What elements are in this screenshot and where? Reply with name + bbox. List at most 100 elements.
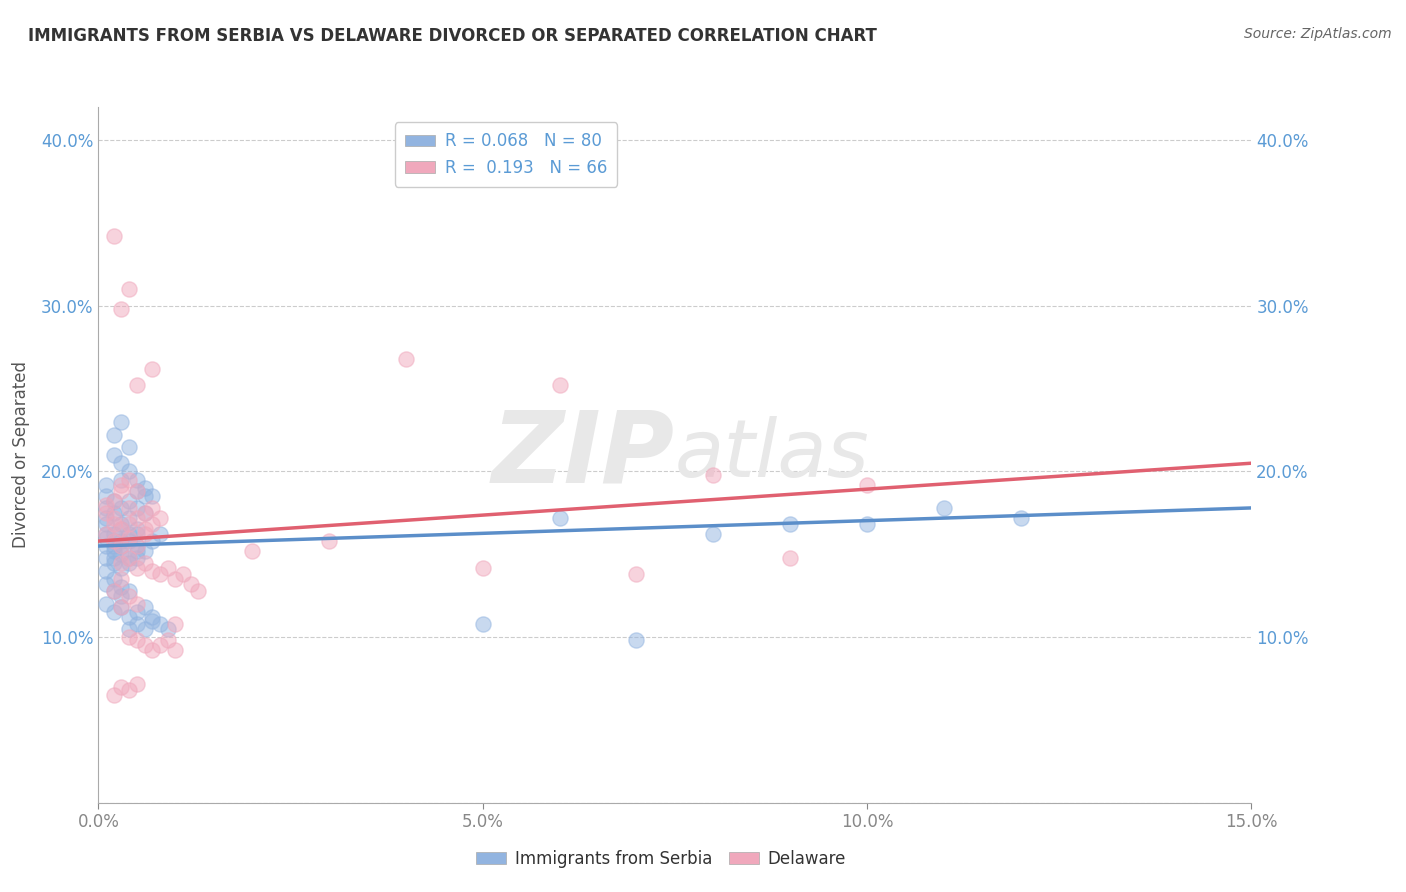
Point <box>318 534 340 549</box>
Point <box>125 511 148 525</box>
Point <box>103 448 125 462</box>
Point <box>125 473 148 487</box>
Point <box>471 560 494 574</box>
Point <box>165 572 187 586</box>
Point <box>856 477 879 491</box>
Point <box>125 378 148 392</box>
Point <box>94 564 117 578</box>
Point <box>94 498 117 512</box>
Point <box>141 361 163 376</box>
Point <box>134 527 156 541</box>
Point <box>103 534 125 549</box>
Point <box>165 643 187 657</box>
Point <box>94 489 117 503</box>
Point <box>110 547 132 561</box>
Point <box>149 527 172 541</box>
Point <box>125 616 148 631</box>
Point <box>165 616 187 631</box>
Text: IMMIGRANTS FROM SERBIA VS DELAWARE DIVORCED OR SEPARATED CORRELATION CHART: IMMIGRANTS FROM SERBIA VS DELAWARE DIVOR… <box>28 27 877 45</box>
Point <box>125 676 148 690</box>
Point <box>779 550 801 565</box>
Point <box>125 597 148 611</box>
Point <box>134 506 156 520</box>
Point <box>149 639 172 653</box>
Point <box>103 494 125 508</box>
Point <box>118 583 141 598</box>
Point <box>103 534 125 549</box>
Point <box>110 556 132 570</box>
Point <box>118 610 141 624</box>
Point <box>94 527 117 541</box>
Point <box>103 572 125 586</box>
Point <box>134 639 156 653</box>
Point <box>103 583 125 598</box>
Point <box>103 688 125 702</box>
Y-axis label: Divorced or Separated: Divorced or Separated <box>11 361 30 549</box>
Point <box>134 544 156 558</box>
Point <box>103 229 125 244</box>
Point <box>110 600 132 615</box>
Point <box>94 517 117 532</box>
Point <box>94 550 117 565</box>
Point <box>134 523 156 537</box>
Point <box>134 600 156 615</box>
Point <box>141 610 163 624</box>
Legend: Immigrants from Serbia, Delaware: Immigrants from Serbia, Delaware <box>470 844 852 875</box>
Point <box>548 378 571 392</box>
Point <box>125 605 148 619</box>
Point <box>103 494 125 508</box>
Point <box>118 622 141 636</box>
Point <box>118 473 141 487</box>
Point <box>103 583 125 598</box>
Point <box>141 489 163 503</box>
Point <box>118 550 141 565</box>
Point <box>118 511 141 525</box>
Point <box>180 577 202 591</box>
Point <box>125 550 148 565</box>
Point <box>141 614 163 628</box>
Point <box>94 500 117 515</box>
Point <box>103 428 125 442</box>
Point <box>134 556 156 570</box>
Point <box>702 467 724 482</box>
Point <box>110 477 132 491</box>
Point <box>94 597 117 611</box>
Point <box>626 633 648 648</box>
Point <box>110 572 132 586</box>
Point <box>110 415 132 429</box>
Point <box>118 630 141 644</box>
Point <box>149 511 172 525</box>
Point <box>118 531 141 545</box>
Point <box>110 534 132 549</box>
Point <box>110 680 132 694</box>
Point <box>125 539 148 553</box>
Legend: R = 0.068   N = 80, R =  0.193   N = 66: R = 0.068 N = 80, R = 0.193 N = 66 <box>395 122 617 186</box>
Point <box>94 527 117 541</box>
Point <box>110 600 132 615</box>
Point <box>932 500 955 515</box>
Point <box>1010 511 1032 525</box>
Text: ZIP: ZIP <box>492 407 675 503</box>
Point <box>141 517 163 532</box>
Point <box>103 517 125 532</box>
Point <box>172 567 194 582</box>
Point <box>149 616 172 631</box>
Point <box>156 622 179 636</box>
Point <box>110 302 132 317</box>
Point <box>103 527 125 541</box>
Point <box>141 643 163 657</box>
Point <box>125 523 148 537</box>
Point <box>125 527 148 541</box>
Point <box>103 605 125 619</box>
Point <box>110 589 132 603</box>
Point <box>134 481 156 495</box>
Point <box>118 556 141 570</box>
Point <box>125 633 148 648</box>
Point <box>118 517 141 532</box>
Point <box>103 544 125 558</box>
Point <box>240 544 263 558</box>
Point <box>125 539 148 553</box>
Point <box>134 622 156 636</box>
Point <box>103 539 125 553</box>
Point <box>118 500 141 515</box>
